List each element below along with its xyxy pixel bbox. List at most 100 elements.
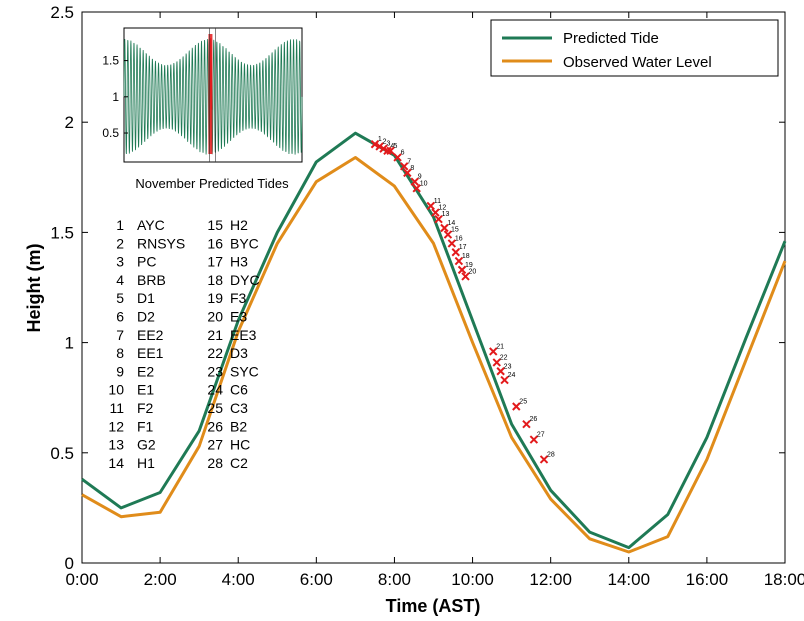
site-number: 4 — [116, 272, 124, 288]
sample-point-label: 18 — [462, 253, 470, 260]
site-code: C3 — [230, 400, 248, 416]
sample-point-label: 23 — [504, 363, 512, 370]
legend-label-predicted: Predicted Tide — [563, 30, 659, 47]
sample-point-marker — [496, 367, 505, 376]
site-code: SYC — [230, 363, 259, 379]
sample-point-marker — [500, 375, 509, 385]
sample-point-label: 1 — [378, 136, 382, 143]
sample-point-marker — [410, 177, 419, 186]
site-code: D1 — [137, 290, 155, 306]
sample-point-marker — [529, 435, 539, 444]
sample-point-label: 3 — [387, 141, 391, 148]
site-number: 19 — [207, 290, 223, 306]
series-layer — [81, 131, 787, 554]
legend-label-observed: Observed Water Level — [563, 54, 712, 71]
inset-chart: 0.5 1 1.5 November Predicted Tides — [102, 27, 303, 191]
legend-box — [490, 19, 779, 77]
legend: Predicted Tide Observed Water Level — [490, 19, 779, 77]
sample-point-marker — [454, 256, 464, 266]
sample-point-marker — [383, 146, 392, 156]
site-code: E2 — [137, 363, 154, 379]
sample-point-label: 11 — [434, 198, 441, 205]
sample-point-marker — [522, 419, 531, 429]
sample-point-label: 19 — [465, 262, 473, 269]
x-tick-label: 10:00 — [451, 570, 494, 589]
x-tick-label: 2:00 — [144, 570, 177, 589]
sample-point-label: 2 — [383, 138, 387, 145]
inset-tick-label: 1 — [112, 90, 119, 104]
sample-point-marker — [412, 184, 421, 193]
site-number: 14 — [108, 455, 124, 471]
sample-point-marker — [400, 162, 409, 171]
sample-point-label: 21 — [496, 343, 504, 350]
site-code: F1 — [137, 418, 154, 434]
site-code: HC — [230, 437, 250, 453]
site-code: H2 — [230, 217, 248, 233]
sample-point-label: 10 — [420, 180, 428, 187]
y-tick-label: 1 — [65, 334, 74, 353]
predicted-tide-line — [81, 131, 787, 550]
sample-point-marker — [440, 223, 449, 233]
site-code: F3 — [230, 290, 247, 306]
sample-point-label: 9 — [418, 174, 422, 181]
site-number: 24 — [207, 382, 223, 398]
x-tick-label: 6:00 — [300, 570, 333, 589]
site-number: 12 — [108, 418, 124, 434]
site-code: D2 — [137, 309, 155, 325]
sample-point-marker — [457, 265, 467, 275]
site-code: E3 — [230, 309, 247, 325]
sample-point-label: 12 — [438, 205, 446, 212]
sample-point-marker — [461, 272, 470, 281]
observed-water-level-line — [81, 156, 787, 554]
x-tick-label: 0:00 — [65, 570, 98, 589]
y-tick-label: 0.5 — [50, 444, 74, 463]
site-code: H3 — [230, 254, 248, 270]
sample-point-marker — [434, 214, 443, 224]
site-number: 26 — [207, 418, 223, 434]
site-number: 11 — [109, 400, 124, 416]
sample-point-marker — [492, 358, 501, 367]
site-code: BRB — [137, 272, 166, 288]
site-number: 5 — [116, 290, 124, 306]
site-number: 10 — [108, 382, 124, 398]
site-number: 15 — [207, 217, 223, 233]
site-code: H1 — [137, 455, 155, 471]
site-number: 6 — [116, 309, 124, 325]
y-tick-label: 2.5 — [50, 3, 74, 22]
site-code: EE3 — [230, 327, 257, 343]
inset-highlight-trace — [208, 37, 213, 146]
sample-point-label: 20 — [469, 268, 477, 275]
y-tick-label: 2 — [65, 113, 74, 132]
site-number: 22 — [207, 345, 223, 361]
site-number: 23 — [207, 363, 223, 379]
sample-point-marker — [451, 248, 460, 257]
sample-point-label: 17 — [459, 244, 467, 251]
sample-point-label: 14 — [447, 220, 455, 227]
inset-y-axis: 0.5 1 1.5 — [102, 54, 128, 140]
site-number: 3 — [116, 254, 124, 270]
sample-point-label: 13 — [442, 211, 450, 218]
site-code: PC — [137, 254, 156, 270]
x-tick-label: 18:00 — [764, 570, 804, 589]
site-code: D3 — [230, 345, 248, 361]
inset-caption: November Predicted Tides — [135, 176, 289, 191]
site-number: 2 — [116, 235, 124, 251]
x-axis-title: Time (AST) — [386, 596, 481, 616]
sample-point-label: 8 — [410, 165, 414, 172]
sample-point-label: 5 — [394, 143, 398, 150]
site-code: C2 — [230, 455, 248, 471]
site-number: 13 — [108, 437, 124, 453]
sample-point-marker — [426, 201, 435, 211]
sample-point-label: 27 — [537, 432, 545, 439]
site-number: 20 — [207, 309, 223, 325]
site-number: 21 — [207, 327, 223, 343]
y-tick-label: 0 — [65, 554, 74, 573]
site-code: C6 — [230, 382, 248, 398]
site-list: 1 AYC 2 RNSYS 3 PC 4 BRB 5 D1 6 D2 7 EE2 8 EE1 9 E2 10 E1 11… — [108, 217, 259, 471]
sample-point-marker — [403, 168, 412, 178]
sample-point-label: 6 — [401, 149, 405, 156]
sample-point-label: 28 — [547, 451, 555, 458]
x-axis: 0:00 2:00 4:00 6:00 8:00 10:00 12:00 14:00 16:00… — [65, 12, 804, 589]
sample-point-label: 15 — [451, 227, 459, 234]
